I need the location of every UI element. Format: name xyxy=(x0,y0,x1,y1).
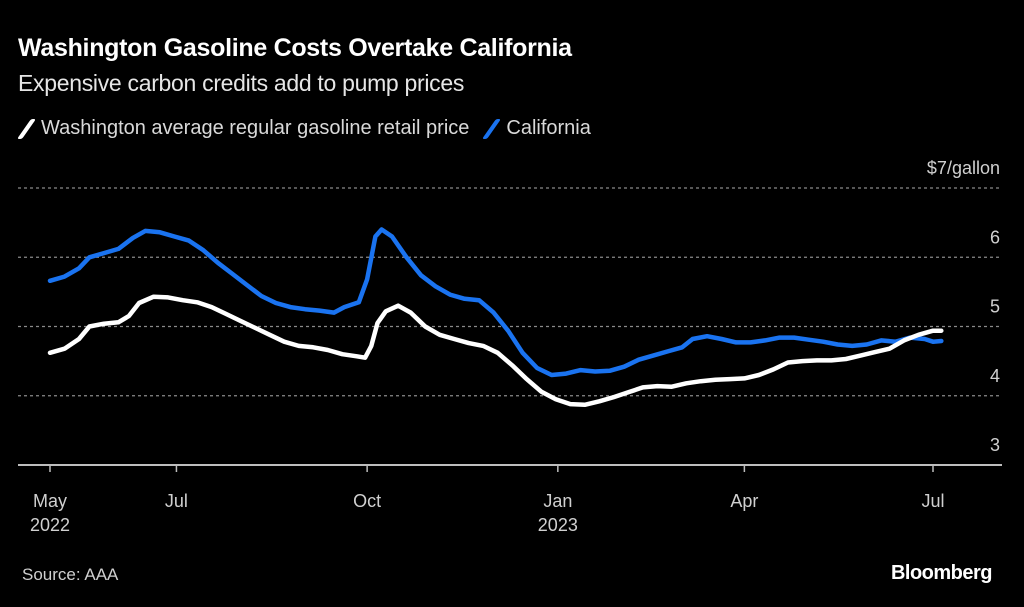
x-axis: May 2022 Jul Oct Jan 2023 Apr Jul xyxy=(18,464,1002,535)
x-tick-label: Apr xyxy=(730,491,758,511)
series-line-california xyxy=(47,227,944,378)
legend-label-california: California xyxy=(506,117,591,139)
legend-label-washington: Washington average regular gasoline reta… xyxy=(41,117,470,139)
x-tick-sublabel: 2023 xyxy=(538,515,578,535)
chart-subtitle: Expensive carbon credits add to pump pri… xyxy=(18,70,465,96)
y-tick-label: 6 xyxy=(990,227,1000,247)
legend-item-california: California xyxy=(482,117,591,140)
chart-title: Washington Gasoline Costs Overtake Calif… xyxy=(18,34,572,62)
series-layer xyxy=(47,227,944,408)
x-tick-label: Jul xyxy=(921,491,944,511)
y-tick-label: 5 xyxy=(990,297,1000,317)
y-tick-label: 4 xyxy=(990,366,1000,386)
x-tick-label: Jan xyxy=(543,491,572,511)
x-tick-label: May xyxy=(33,491,67,511)
grid-layer: 3 4 5 6 $7/gallon xyxy=(18,158,1002,455)
x-tick-label: Oct xyxy=(353,491,381,511)
bloomberg-logo: Bloomberg xyxy=(890,562,993,584)
x-tick-sublabel: 2022 xyxy=(30,515,70,535)
legend-item-washington: Washington average regular gasoline reta… xyxy=(16,117,470,140)
series-line-washington xyxy=(47,294,944,408)
y-tick-label: 3 xyxy=(990,435,1000,455)
y-tick-label: $7/gallon xyxy=(927,158,1000,178)
legend: Washington average regular gasoline reta… xyxy=(16,117,605,140)
source-note: Source: AAA xyxy=(22,565,119,584)
x-tick-label: Jul xyxy=(165,491,188,511)
